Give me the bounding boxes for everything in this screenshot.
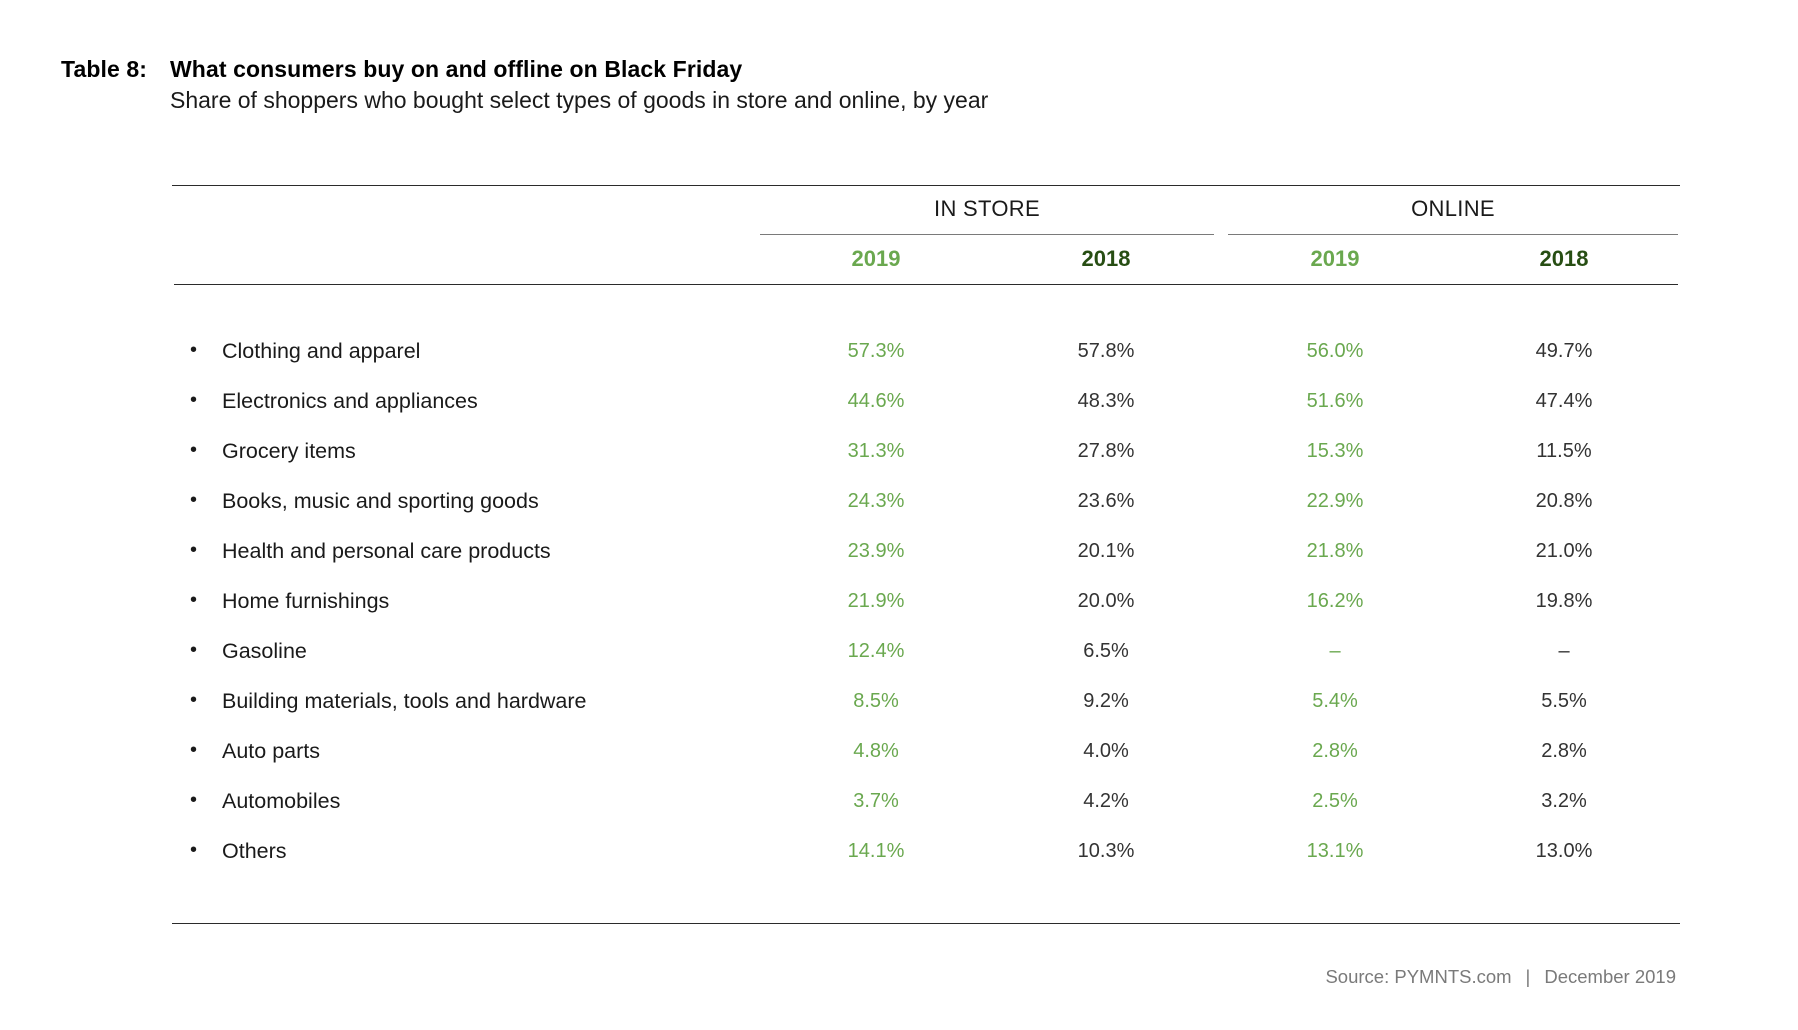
table-row: • Building materials, tools and hardware… [0,689,1798,739]
row-category: Home furnishings [222,589,390,613]
row-category: Health and personal care products [222,539,551,563]
year-header-in-store-2019: 2019 [851,246,901,271]
cell-in-store-2019: 21.9% [847,590,905,612]
cell-in-store-2018: 48.3% [1077,390,1135,412]
table-row: • Home furnishings 21.9% 20.0% 16.2% 19.… [0,589,1798,639]
cell-in-store-2018: 6.5% [1083,640,1129,662]
table-row: • Grocery items 31.3% 27.8% 15.3% 11.5% [0,439,1798,489]
row-category: Grocery items [222,439,356,463]
bottom-rule [172,923,1680,924]
cell-online-2018: 3.2% [1541,790,1587,812]
cell-in-store-2019: 4.8% [853,740,899,762]
cell-online-2019: 15.3% [1306,440,1364,462]
bullet: • [190,789,198,811]
group-header-online: ONLINE [1411,196,1495,221]
cell-online-2019: 22.9% [1306,490,1364,512]
cell-online-2019: – [1329,640,1341,662]
bullet: • [190,439,198,461]
top-rule [172,185,1680,186]
table-row: • Books, music and sporting goods 24.3% … [0,489,1798,539]
cell-in-store-2018: 9.2% [1083,690,1129,712]
cell-online-2019: 56.0% [1306,340,1364,362]
source-date: December 2019 [1544,966,1676,987]
cell-online-2018: 2.8% [1541,740,1587,762]
cell-online-2019: 5.4% [1312,690,1358,712]
cell-online-2019: 16.2% [1306,590,1364,612]
cell-in-store-2019: 24.3% [847,490,905,512]
year-header-in-store-2018: 2018 [1081,246,1131,271]
cell-online-2018: – [1558,640,1570,662]
bullet: • [190,339,198,361]
cell-online-2018: 11.5% [1536,440,1592,462]
cell-in-store-2019: 57.3% [847,340,905,362]
cell-in-store-2019: 31.3% [847,440,905,462]
bullet: • [190,689,198,711]
table-row: • Others 14.1% 10.3% 13.1% 13.0% [0,839,1798,889]
bullet: • [190,539,198,561]
source-text: Source: PYMNTS.com [1325,966,1512,987]
year-header-online-2018: 2018 [1539,246,1589,271]
row-category: Building materials, tools and hardware [222,689,587,713]
table-row: • Auto parts 4.8% 4.0% 2.8% 2.8% [0,739,1798,789]
cell-in-store-2019: 14.1% [847,840,905,862]
source-separator: | [1525,966,1531,987]
cell-online-2018: 47.4% [1535,390,1593,412]
row-category: Clothing and apparel [222,339,421,363]
table-label: Table 8: [61,56,148,82]
cell-in-store-2018: 27.8% [1077,440,1135,462]
row-category: Books, music and sporting goods [222,489,539,513]
cell-in-store-2018: 20.1% [1077,540,1135,562]
cell-in-store-2018: 20.0% [1077,590,1135,612]
table-row: • Clothing and apparel 57.3% 57.8% 56.0%… [0,339,1798,389]
bullet: • [190,639,198,661]
cell-online-2019: 21.8% [1306,540,1364,562]
cell-in-store-2019: 8.5% [853,690,899,712]
cell-in-store-2018: 23.6% [1077,490,1135,512]
cell-in-store-2019: 3.7% [853,790,899,812]
bullet: • [190,389,198,411]
cell-in-store-2019: 44.6% [847,390,905,412]
cell-online-2018: 19.8% [1535,590,1593,612]
group-header-in-store: IN STORE [934,196,1040,221]
table-row: • Health and personal care products 23.9… [0,539,1798,589]
cell-online-2019: 2.8% [1312,740,1358,762]
cell-in-store-2019: 23.9% [847,540,905,562]
cell-in-store-2018: 10.3% [1077,840,1135,862]
cell-online-2019: 13.1% [1306,840,1364,862]
cell-online-2018: 5.5% [1541,690,1587,712]
cell-online-2018: 49.7% [1535,340,1593,362]
cell-online-2018: 13.0% [1535,840,1593,862]
row-category: Gasoline [222,639,307,663]
row-category: Electronics and appliances [222,389,478,413]
bullet: • [190,839,198,861]
cell-in-store-2018: 4.2% [1083,790,1129,812]
table-row: • Automobiles 3.7% 4.2% 2.5% 3.2% [0,789,1798,839]
cell-in-store-2019: 12.4% [847,640,905,662]
cell-in-store-2018: 57.8% [1077,340,1135,362]
table-title: Table 8: What consumers buy on and offlin… [61,56,988,83]
row-category: Others [222,839,287,863]
row-category: Auto parts [222,739,320,763]
table-title-block: Table 8: What consumers buy on and offlin… [61,56,988,114]
cell-in-store-2018: 4.0% [1083,740,1129,762]
online-group-rule [1228,234,1678,235]
cell-online-2018: 21.0% [1535,540,1593,562]
header-bottom-rule [174,284,1678,285]
table-title-text: What consumers buy on and offline on Bla… [170,56,743,82]
in-store-group-rule [760,234,1214,235]
cell-online-2019: 51.6% [1306,390,1364,412]
year-header-online-2019: 2019 [1310,246,1360,271]
table-subtitle: Share of shoppers who bought select type… [170,87,989,113]
cell-online-2019: 2.5% [1312,790,1358,812]
bullet: • [190,739,198,761]
bullet: • [190,589,198,611]
table-row: • Electronics and appliances 44.6% 48.3%… [0,389,1798,439]
table-row: • Gasoline 12.4% 6.5% – – [0,639,1798,689]
bullet: • [190,489,198,511]
row-category: Automobiles [222,789,341,813]
source-note: Source: PYMNTS.com | December 2019 [1325,966,1676,988]
cell-online-2018: 20.8% [1535,490,1593,512]
